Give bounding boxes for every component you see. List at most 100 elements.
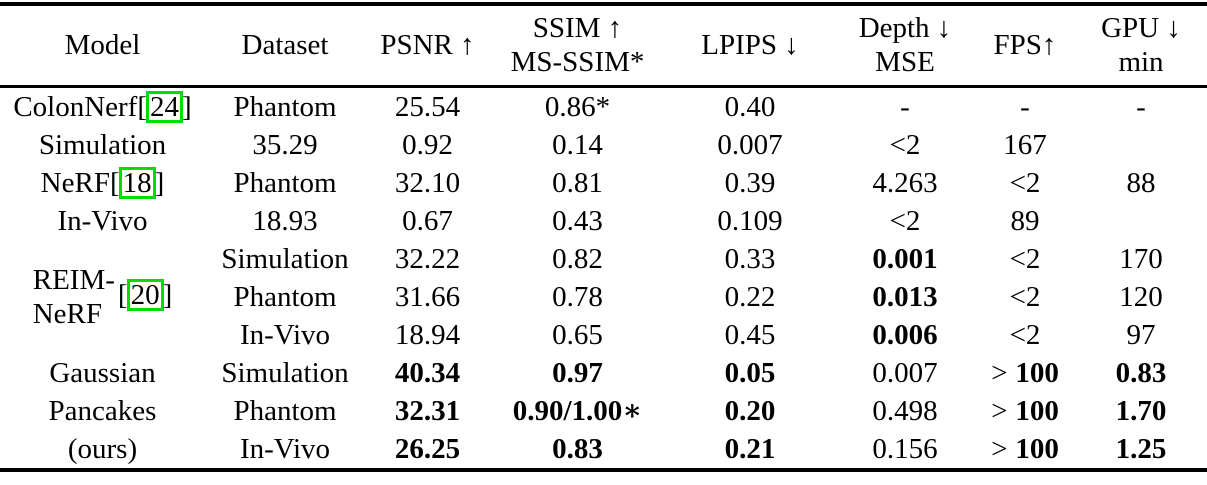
table-row: ColonNerf[24] Phantom 25.54 0.86* 0.40 -… (0, 86, 1207, 126)
citation-20[interactable]: [20] (118, 278, 172, 312)
cell-ssim: 0.92 (402, 128, 453, 161)
cell-fps: - (1020, 90, 1030, 123)
model-cell-gaussian-pancakes-ours: Gaussian Pancakes (ours) (0, 354, 205, 470)
table-row: In-Vivo 18.94 0.65 0.45 0.006 <2 97 (0, 316, 1207, 354)
cell-dataset: In-Vivo (239, 318, 331, 351)
cell-dataset: In-Vivo (239, 432, 331, 465)
cell-psnr: 18.93 (252, 204, 318, 237)
table-row: Phantom 31.66 0.78 0.22 0.013 <2 120 (0, 278, 1207, 316)
model-cell-colonnerf: ColonNerf[24] (0, 86, 205, 126)
cell-ssim: 0.78 (552, 280, 603, 313)
col-header-gpu-line2: min (1118, 46, 1164, 79)
model-name-line3: (ours) (67, 432, 138, 465)
col-header-fps-label: FPS↑ (993, 29, 1057, 62)
table-row: Simulation 35.29 0.92 0.14 0.007 <2 167 (0, 126, 1207, 164)
cell-fps: >100 (975, 354, 1075, 392)
cell-fps: <2 (1009, 242, 1041, 275)
cell-depth-mse: - (900, 90, 910, 123)
cell-ssim: 0.67 (402, 204, 453, 237)
cell-ssim: 0.97 (552, 356, 603, 389)
cell-fps: >100 (975, 430, 1075, 470)
model-cell-nerf: NeRF[18] (0, 164, 205, 202)
cell-dataset: Phantom (233, 280, 337, 313)
cell-gpu-min: 88 (1126, 166, 1156, 199)
fps-value: 100 (1015, 432, 1059, 465)
cell-lpips: 0.22 (724, 280, 776, 313)
citation-24[interactable]: [24] (137, 90, 192, 123)
col-header-depth-line2: MSE (875, 46, 935, 79)
cell-fps: <2 (889, 204, 921, 237)
citation-bracket: [ (137, 90, 148, 123)
cell-fps: >100 (975, 392, 1075, 430)
cell-gpu-min: 1.70 (1115, 394, 1167, 427)
cell-gpu-min: 0.83 (1115, 356, 1167, 389)
cell-ssim: 0.83 (552, 432, 603, 465)
col-header-psnr-label: PSNR ↑ (380, 29, 475, 62)
fps-gt-sign: > (991, 394, 1008, 427)
cell-psnr: 31.66 (394, 280, 461, 313)
model-name-line2: NeRF (32, 297, 103, 330)
citation-18[interactable]: [18] (109, 166, 165, 199)
cell-lpips: 0.45 (724, 318, 776, 351)
citation-box: 18 (118, 166, 156, 199)
cell-ssim: 0.90/1.00∗ (512, 394, 643, 427)
cell-dataset: Phantom (233, 166, 337, 199)
cell-psnr: 18.94 (394, 318, 461, 351)
cell-psnr: 32.31 (394, 394, 461, 427)
model-name-line2: Pancakes (48, 394, 157, 427)
col-header-model-label: Model (64, 29, 141, 62)
col-header-dataset-label: Dataset (241, 29, 329, 62)
fps-gt-sign: > (991, 356, 1008, 389)
model-name-line1: Gaussian (49, 356, 156, 389)
col-header-ssim-line1: SSIM ↑ (532, 12, 623, 45)
cell-ssim: 0.65 (552, 318, 603, 351)
table-row: Phantom 32.31 0.90/1.00∗ 0.20 0.498 >100… (0, 392, 1207, 430)
cell-lpips: 0.14 (552, 128, 603, 161)
cell-dataset: Phantom (233, 90, 337, 123)
citation-bracket: [ (109, 166, 120, 199)
col-header-fps: FPS↑ (975, 4, 1075, 86)
cell-lpips: 0.21 (724, 432, 776, 465)
results-table: Model Dataset PSNR ↑ SSIM ↑ MS-SSIM* LPI… (0, 2, 1207, 472)
fps-value: 100 (1015, 394, 1059, 427)
cell-gpu-min: 1.25 (1115, 432, 1167, 465)
cell-gpu-min: 167 (1003, 128, 1047, 161)
col-header-lpips: LPIPS ↓ (665, 4, 835, 86)
cell-depth-mse: 0.498 (872, 394, 938, 427)
cell-fps: <2 (1009, 318, 1041, 351)
cell-gpu-min: - (1136, 90, 1146, 123)
cell-depth-mse: 0.109 (717, 204, 783, 237)
model-name: NeRF (40, 166, 110, 199)
cell-dataset: Simulation (221, 356, 349, 389)
col-header-depth: Depth ↓ MSE (835, 4, 975, 86)
cell-fps: <2 (1009, 166, 1041, 199)
citation-bracket: ] (154, 166, 165, 199)
cell-ssim: 0.82 (552, 242, 603, 275)
cell-depth-mse: 4.263 (872, 166, 938, 199)
cell-psnr: 35.29 (252, 128, 318, 161)
col-header-dataset: Dataset (205, 4, 365, 86)
cell-ssim: 0.86* (544, 90, 611, 123)
model-name-line1: REIM- (32, 263, 115, 296)
citation-box: 20 (126, 278, 164, 311)
col-header-gpu-line1: GPU ↓ (1101, 12, 1181, 45)
cell-gpu-min: 170 (1119, 242, 1163, 275)
col-header-psnr: PSNR ↑ (365, 4, 490, 86)
col-header-ssim-line2: MS-SSIM* (510, 46, 645, 79)
table-row: REIM- NeRF [20] Simulation 32.22 0.82 0.… (0, 240, 1207, 330)
citation-box: 24 (146, 90, 184, 123)
cell-depth-mse: 0.013 (872, 280, 938, 313)
cell-psnr: 25.54 (394, 90, 461, 123)
cell-ssim: 0.81 (552, 166, 603, 199)
cell-depth-mse: 0.156 (872, 432, 938, 465)
cell-psnr: 26.25 (394, 432, 461, 465)
citation-bracket: [ (117, 278, 128, 311)
model-cell-reim-nerf: REIM- NeRF [20] (0, 240, 205, 354)
cell-lpips: 0.40 (724, 90, 776, 123)
cell-fps: <2 (1009, 280, 1041, 313)
col-header-depth-line1: Depth ↓ (858, 12, 952, 45)
cell-lpips: 0.33 (724, 242, 776, 275)
col-header-ssim: SSIM ↑ MS-SSIM* (490, 4, 665, 86)
cell-lpips: 0.05 (724, 356, 776, 389)
cell-dataset: In-Vivo (57, 204, 148, 237)
